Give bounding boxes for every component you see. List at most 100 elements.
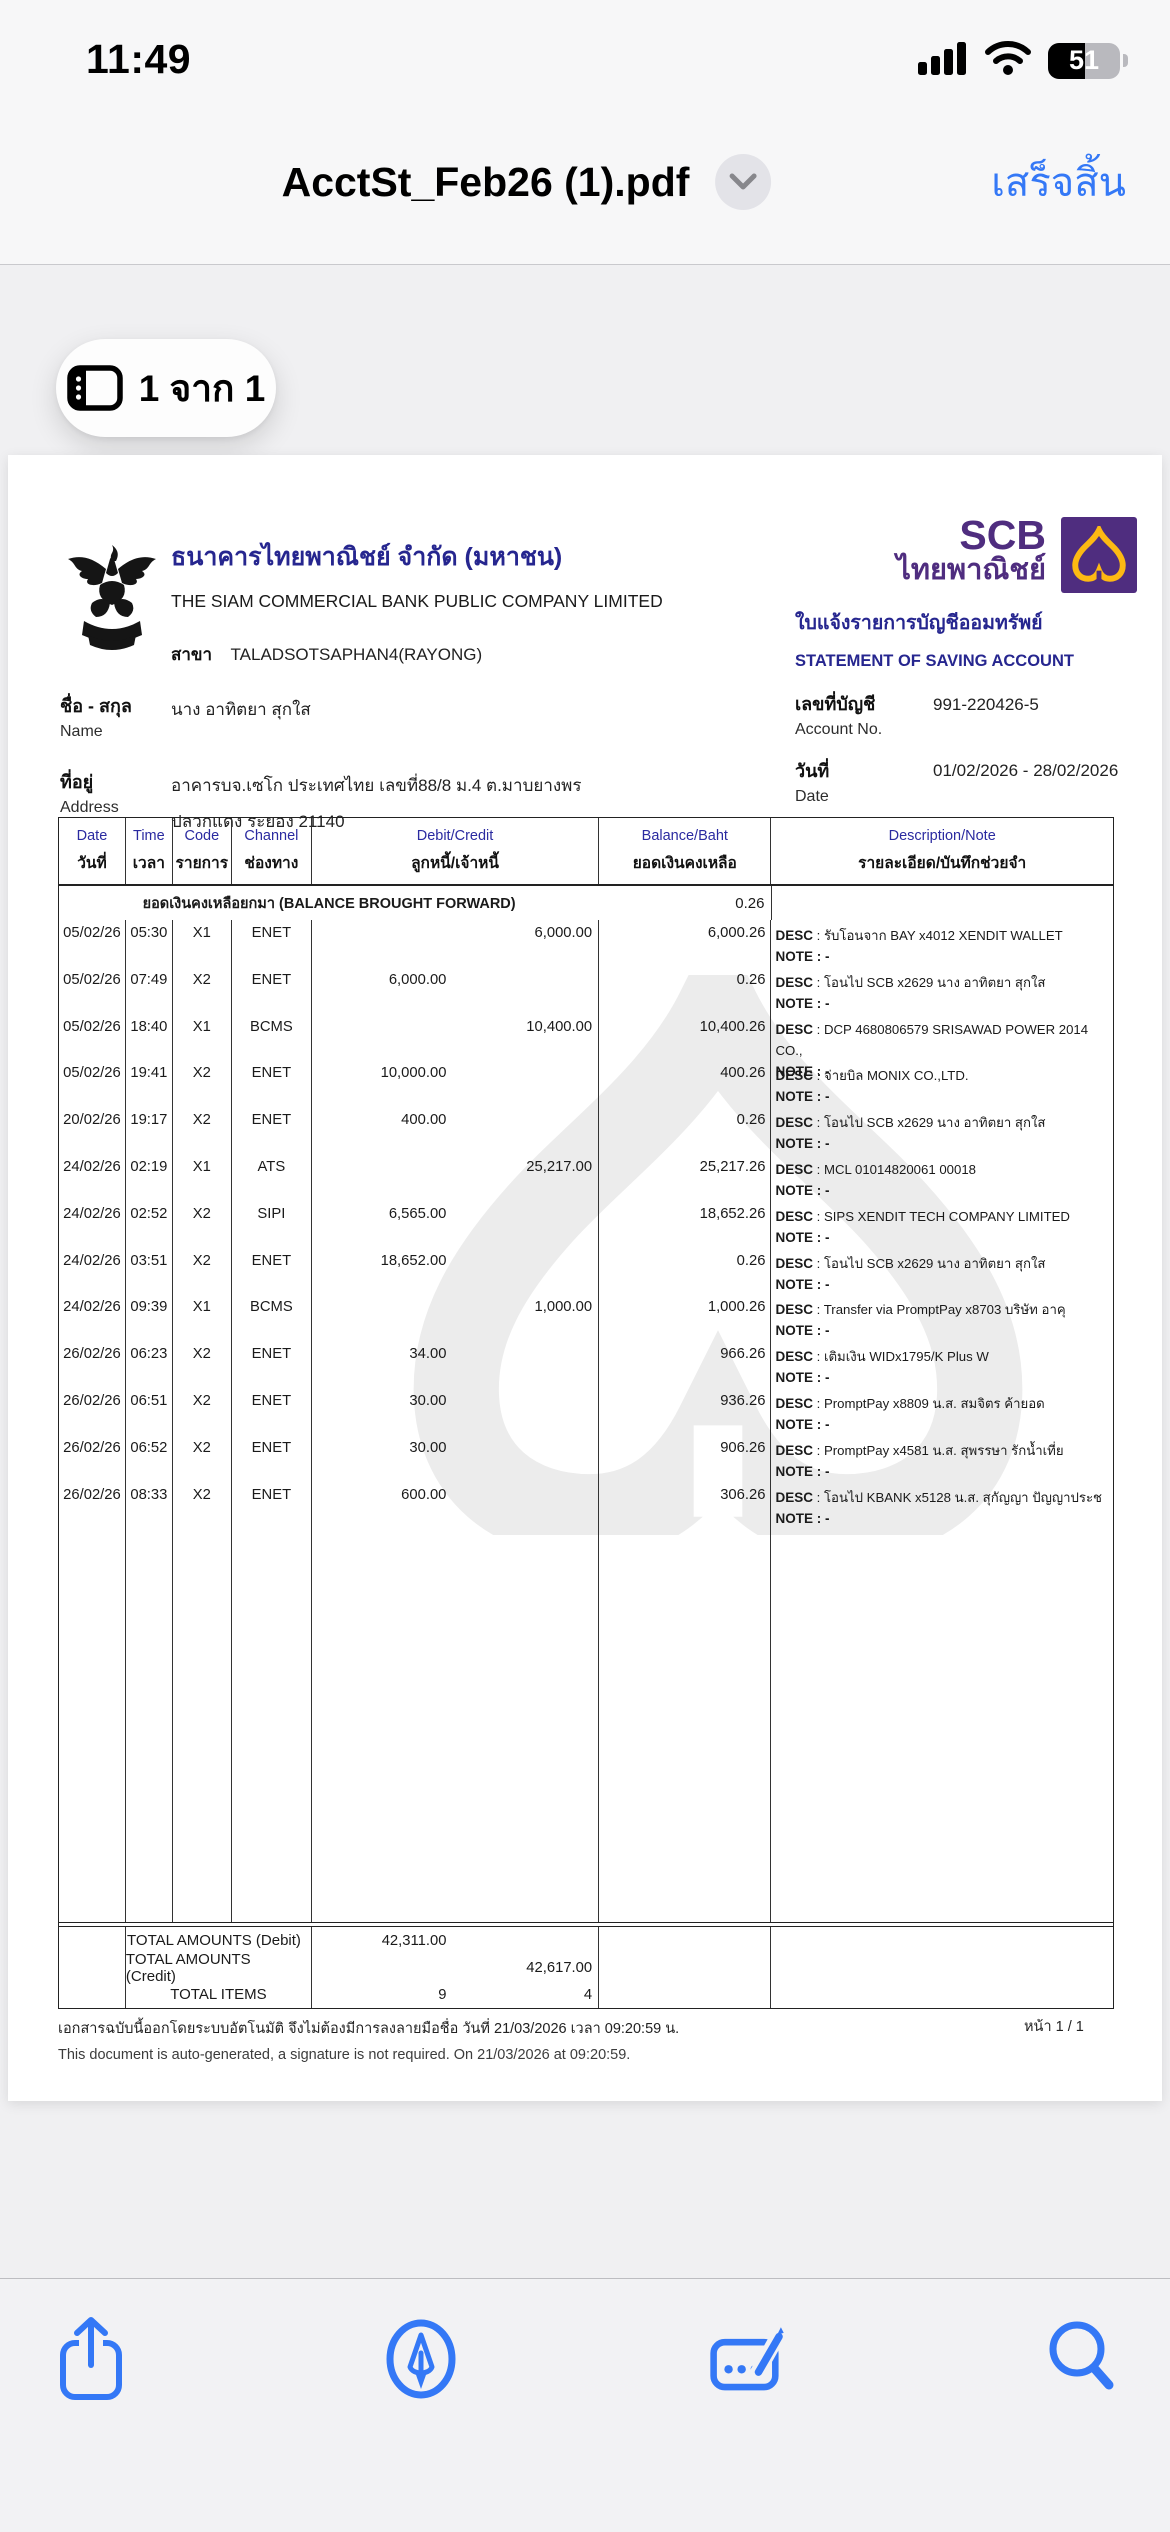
tx-debit: 30.00 xyxy=(409,1439,447,1456)
signature-button[interactable] xyxy=(708,2315,794,2405)
tx-description: DESC : PromptPay x4581 น.ส. สุพรรษา รักน… xyxy=(775,1442,1064,1479)
scb-wordmark: SCB ไทยพาณิชย์ xyxy=(896,512,1046,586)
tx-date: 26/02/26 xyxy=(59,1387,126,1435)
table-empty-space xyxy=(59,1528,1113,1923)
tx-time: 05:30 xyxy=(126,920,173,967)
tx-debit: 18,652.00 xyxy=(380,1252,447,1269)
transaction-row: 26/02/26 06:52 X2 ENET 30.00 906.26 DESC : Pro… xyxy=(59,1434,1113,1482)
tx-debit: 30.00 xyxy=(409,1392,447,1409)
tx-channel: ENET xyxy=(232,1481,312,1529)
tx-description: DESC : โอนไป SCB x2629 นาง อาทิตยา สุกใส… xyxy=(775,1115,1046,1152)
done-button[interactable]: เสร็จสิ้น xyxy=(991,161,1126,205)
transaction-row: 20/02/26 19:17 X2 ENET 400.00 0.26 DESC : โอนไ… xyxy=(59,1107,1113,1155)
tx-time: 07:49 xyxy=(126,966,173,1014)
tx-credit: 6,000.00 xyxy=(534,925,593,941)
tx-date: 26/02/26 xyxy=(59,1341,126,1389)
totals-divider xyxy=(59,1922,1113,1927)
total-items-debit: 9 xyxy=(438,1986,447,2003)
tx-time: 09:39 xyxy=(126,1294,173,1342)
tx-channel: ENET xyxy=(232,1060,312,1108)
tx-credit xyxy=(446,1253,598,1295)
tx-date: 26/02/26 xyxy=(59,1434,126,1482)
markup-button[interactable] xyxy=(378,2315,464,2405)
transaction-row: 24/02/26 09:39 X1 BCMS 1,000.00 1,000.26 DESC … xyxy=(59,1294,1113,1342)
bank-name-en: THE SIAM COMMERCIAL BANK PUBLIC COMPANY … xyxy=(171,591,663,611)
tx-debit: 6,000.00 xyxy=(388,971,447,988)
signature-icon xyxy=(710,2323,789,2391)
tx-channel: ENET xyxy=(232,1341,312,1389)
tx-description: DESC : เติมเงิน WIDx1795/K Plus W NOTE : … xyxy=(775,1349,989,1386)
tx-description: DESC : Transfer via PromptPay x8703 บริษ… xyxy=(775,1302,1066,1339)
tx-code: X2 xyxy=(173,1200,232,1248)
document-title: AcctSt_Feb26 (1).pdf xyxy=(281,158,690,205)
tx-balance: 306.26 xyxy=(599,1481,772,1529)
tx-description: DESC : PromptPay x8809 น.ส. สมจิตร ค้ายอ… xyxy=(775,1395,1045,1432)
bank-name-th: ธนาคารไทยพาณิชย์ จำกัด (มหาชน) xyxy=(171,543,563,571)
wifi-icon xyxy=(984,40,1032,81)
tx-description: DESC : SIPS XENDIT TECH COMPANY LIMITED N… xyxy=(775,1208,1070,1245)
tx-date: 26/02/26 xyxy=(59,1481,126,1529)
share-icon xyxy=(60,2317,122,2400)
tx-credit xyxy=(446,1065,598,1107)
tx-time: 19:41 xyxy=(126,1060,173,1108)
title-menu-button[interactable] xyxy=(715,154,772,210)
tx-time: 02:52 xyxy=(126,1200,173,1248)
total-debit-value: 42,311.00 xyxy=(381,1932,447,1949)
tx-debit: 600.00 xyxy=(401,1486,447,1503)
tx-debit: 10,000.00 xyxy=(380,1065,447,1082)
statement-period: 01/02/2026 - 28/02/2026 xyxy=(933,761,1119,780)
tx-code: X2 xyxy=(173,966,232,1014)
tx-description: DESC : DCP 4680806579 SRISAWAD POWER 201… xyxy=(775,1021,1089,1079)
tx-debit xyxy=(312,1299,447,1341)
tx-description: DESC : รับโอนจาก BAY x4012 XENDIT WALLET… xyxy=(775,928,1063,964)
address-label-en: Address xyxy=(60,799,119,816)
tx-date: 05/02/26 xyxy=(59,1013,126,1082)
tx-code: X2 xyxy=(173,1481,232,1529)
tx-balance: 1,000.26 xyxy=(599,1294,772,1342)
tx-channel: ENET xyxy=(232,1107,312,1155)
tx-code: X1 xyxy=(173,920,232,967)
transaction-rows: 05/02/26 05:30 X1 ENET 6,000.00 6,000.26 DESC … xyxy=(59,920,1113,1529)
total-credit-value: 42,617.00 xyxy=(526,1959,593,1976)
footer-note-th: เอกสารฉบับนี้ออกโดยระบบอัตโนมัติ จึงไม่ต… xyxy=(58,2021,680,2037)
tx-code: X1 xyxy=(173,1294,232,1342)
account-number: 991-220426-5 xyxy=(933,695,1039,714)
search-button[interactable] xyxy=(1038,2315,1124,2405)
tx-time: 03:51 xyxy=(126,1247,173,1295)
tx-channel: ENET xyxy=(232,920,312,967)
tx-channel: ENET xyxy=(232,1434,312,1482)
tx-debit: 400.00 xyxy=(401,1112,447,1129)
tx-code: X2 xyxy=(173,1060,232,1108)
tx-balance: 6,000.26 xyxy=(599,920,772,967)
top-chrome: 11:49 51 xyxy=(0,0,1170,265)
branch-label: สาขา xyxy=(171,645,213,664)
tx-date: 05/02/26 xyxy=(59,966,126,1014)
share-button[interactable] xyxy=(48,2315,134,2405)
tx-balance: 0.26 xyxy=(599,966,772,1014)
tx-balance: 10,400.26 xyxy=(599,1013,772,1082)
date-label-en: Date xyxy=(795,788,829,805)
search-icon xyxy=(1049,2321,1114,2390)
top-divider xyxy=(0,263,1170,265)
tx-credit xyxy=(446,1112,598,1154)
name-label-th: ชื่อ - สกุล xyxy=(60,696,132,716)
tx-date: 24/02/26 xyxy=(59,1200,126,1248)
tx-code: X2 xyxy=(173,1107,232,1155)
tx-channel: ATS xyxy=(232,1153,312,1201)
tx-credit: 10,400.00 xyxy=(526,1018,593,1035)
tx-code: X2 xyxy=(173,1341,232,1389)
tx-balance: 0.26 xyxy=(599,1107,772,1155)
page-indicator-pill[interactable]: 1 จาก 1 xyxy=(56,339,276,437)
battery-cap xyxy=(1123,54,1128,67)
battery-percent: 51 xyxy=(1068,45,1100,75)
tx-time: 06:51 xyxy=(126,1387,173,1435)
statement-title-en: STATEMENT OF SAVING ACCOUNT xyxy=(795,652,1074,670)
tx-date: 05/02/26 xyxy=(59,920,126,967)
tx-channel: SIPI xyxy=(232,1200,312,1248)
tx-channel: BCMS xyxy=(232,1013,312,1082)
tx-time: 19:17 xyxy=(126,1107,173,1155)
bbf-label: ยอดเงินคงเหลือยกมา (BALANCE BROUGHT FORW… xyxy=(142,895,516,912)
tx-debit: 6,565.00 xyxy=(388,1205,447,1222)
balance-brought-forward-row: ยอดเงินคงเหลือยกมา (BALANCE BROUGHT FORW… xyxy=(59,886,1113,920)
scb-logo-icon xyxy=(1061,517,1137,593)
